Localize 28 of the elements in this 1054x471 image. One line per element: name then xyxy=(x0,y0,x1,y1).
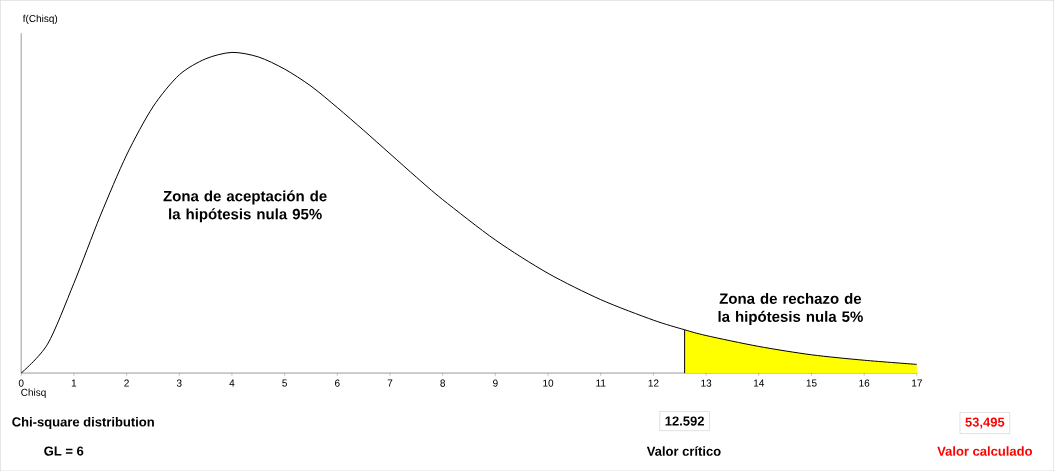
x-tick-label: 16 xyxy=(859,379,870,387)
text: Valor crítico xyxy=(646,446,721,456)
x-tick-label: 8 xyxy=(440,379,446,387)
y-axis-title: f(Chisq) xyxy=(22,14,58,24)
x-tick-label: 7 xyxy=(387,379,393,387)
annotation: Zona de aceptación de la hipótesis nula 95% xyxy=(163,190,327,223)
x-tick-label: 13 xyxy=(701,379,712,387)
text: Chi-square distribution xyxy=(12,416,154,429)
x-tick-label: 5 xyxy=(282,379,287,387)
x-tick-label: 11 xyxy=(596,379,606,387)
ref-line-label: 12.592 xyxy=(665,416,704,426)
x-tick-label: 15 xyxy=(806,379,817,387)
x-tick-label: 6 xyxy=(335,379,340,387)
x-tick-label: 17 xyxy=(912,379,922,387)
x-tick-label: 12 xyxy=(648,379,659,387)
x-tick-label: 4 xyxy=(229,379,235,387)
text: 53,495 xyxy=(965,417,1005,429)
x-tick-label: 14 xyxy=(754,379,765,387)
text: Valor calculado xyxy=(937,446,1032,456)
x-axis-title: Chisq xyxy=(21,388,46,398)
annotation: Zona de rechazo de la hipótesis nula 5% xyxy=(718,292,863,325)
x-tick-label: 10 xyxy=(543,379,554,387)
x-tick-label: 1 xyxy=(71,379,77,387)
text: GL = 6 xyxy=(44,446,84,456)
x-tick-label: 9 xyxy=(493,379,498,387)
x-tick-label: 0 xyxy=(18,379,24,387)
x-tick-label: 3 xyxy=(176,379,182,387)
x-tick-label: 2 xyxy=(124,379,129,387)
